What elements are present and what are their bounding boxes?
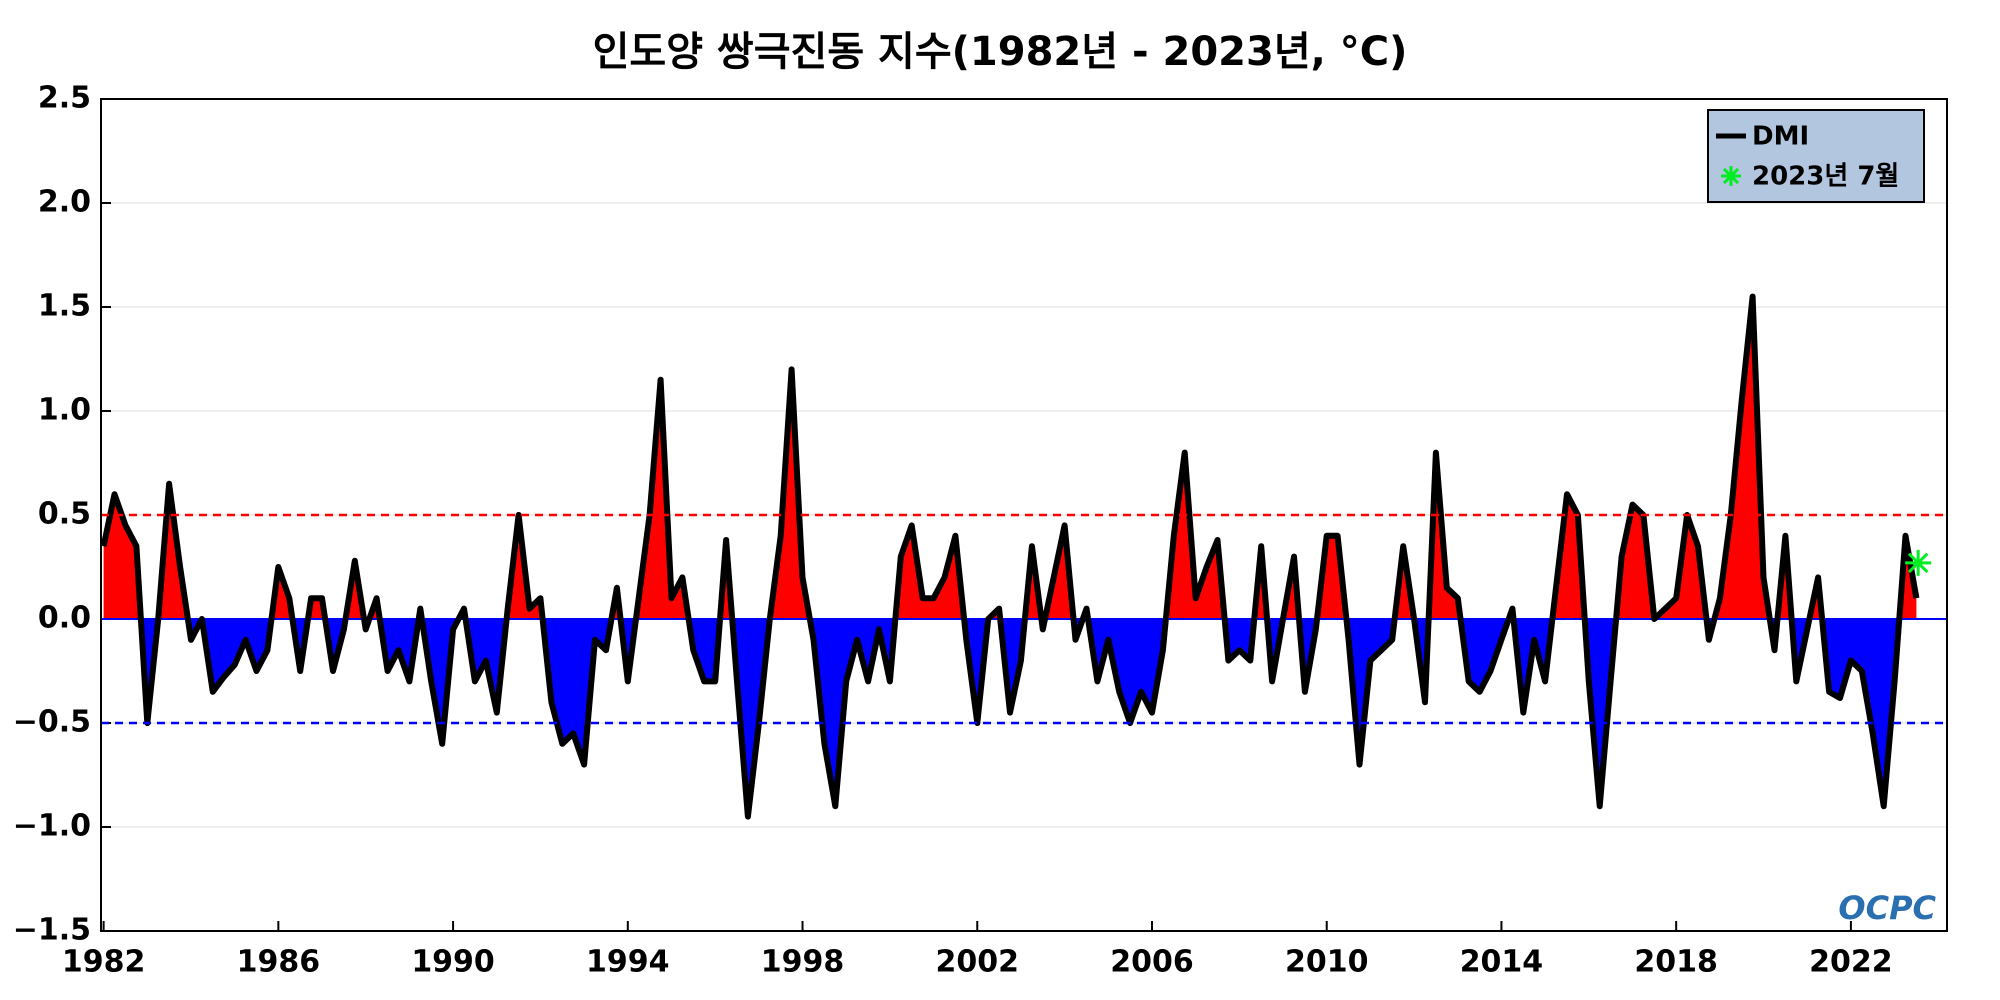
y-tick-label: 2.5: [38, 81, 91, 116]
legend-box: [1707, 109, 1925, 203]
y-tick-label: 0.0: [38, 601, 91, 636]
y-tick-label: −1.5: [13, 913, 91, 948]
positive-area: [103, 296, 1917, 619]
x-tick-label: 2014: [1460, 945, 1544, 980]
dmi-line: [100, 293, 1920, 820]
x-tick-label: 2002: [936, 945, 1020, 980]
marker: [1905, 549, 1932, 576]
x-tick-label: 2018: [1634, 945, 1718, 980]
x-tick-label: 1994: [586, 945, 670, 980]
y-tick-label: 1.0: [38, 393, 91, 428]
x-tick-label: 1986: [237, 945, 321, 980]
negative-area: [103, 619, 1917, 817]
marker-stroke: [1722, 167, 1740, 185]
legend-marker: [1721, 166, 1741, 186]
y-tick-label: −1.0: [13, 809, 91, 844]
marker-stroke: [1907, 552, 1929, 574]
x-tick-label: 1990: [411, 945, 495, 980]
x-tick-label: 1982: [62, 945, 146, 980]
chart-title: 인도양 쌍극진동 지수(1982년 - 2023년, °C): [593, 29, 1408, 75]
x-tick-label: 2010: [1285, 945, 1369, 980]
y-tick-label: 1.5: [38, 289, 91, 324]
legend-label: DMI: [1752, 122, 1809, 152]
y-tick-label: 0.5: [38, 497, 91, 532]
y-tick-label: −0.5: [13, 705, 91, 740]
x-tick-label: 1998: [761, 945, 845, 980]
x-tick-label: 2022: [1809, 945, 1893, 980]
plot-frame: [100, 98, 1948, 932]
y-tick-label: 2.0: [38, 185, 91, 220]
logo: OCPC: [1838, 889, 1936, 927]
legend-label: 2023년 7월: [1752, 162, 1899, 192]
x-tick-label: 2006: [1110, 945, 1194, 980]
